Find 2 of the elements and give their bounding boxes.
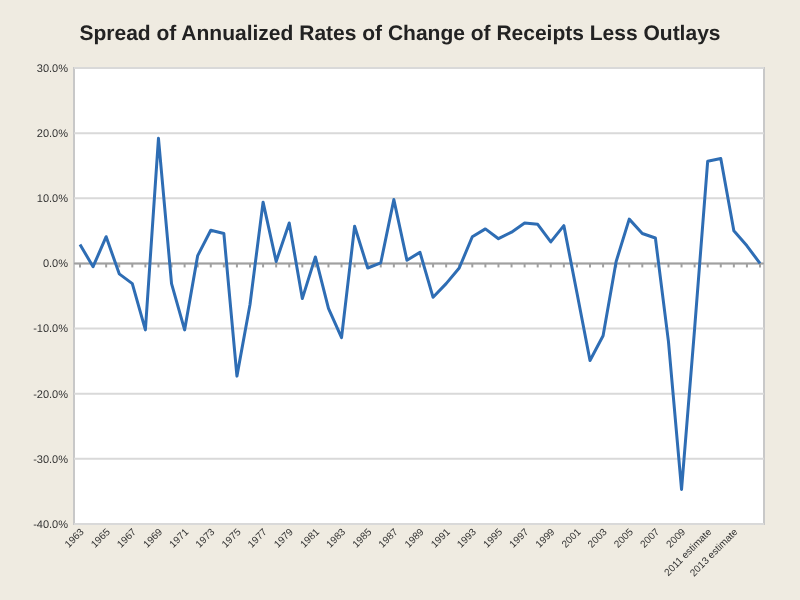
line-series: [78, 136, 762, 491]
chart-title: Spread of Annualized Rates of Change of Receipts Less Outlays: [79, 22, 721, 46]
